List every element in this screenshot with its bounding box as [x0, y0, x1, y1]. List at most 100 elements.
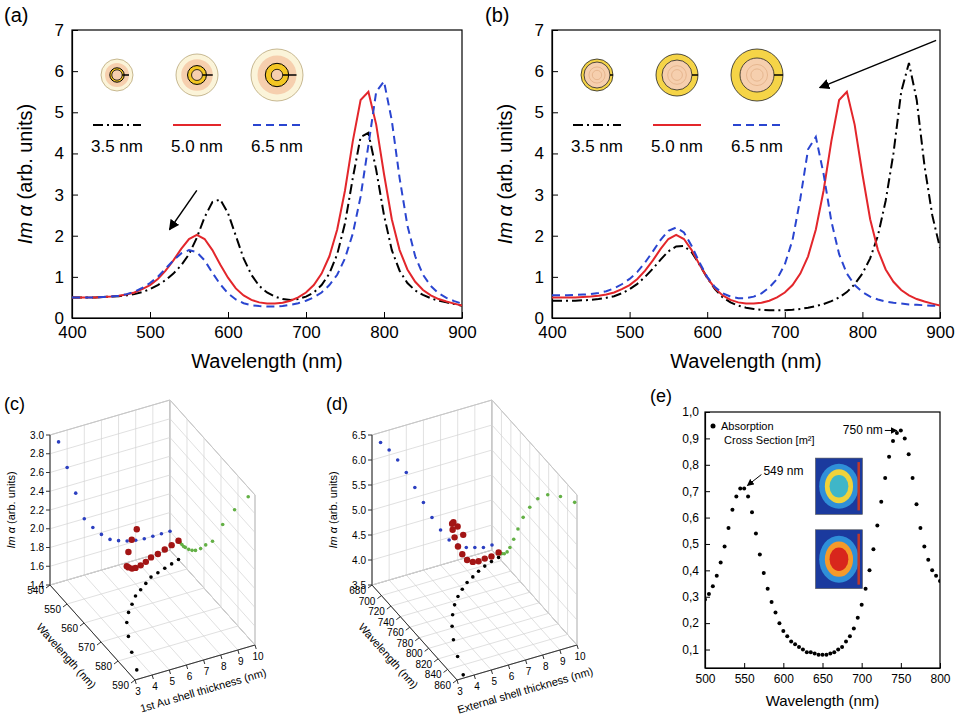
tick-mark [46, 491, 50, 492]
tick-label: 840 [425, 669, 442, 680]
thickness-projection [464, 546, 468, 550]
grid-line [170, 475, 255, 570]
tick: 900 [448, 312, 476, 342]
point [766, 587, 770, 591]
wavelength-projection [204, 543, 208, 547]
legend-swatch [711, 424, 716, 429]
tick-mark [368, 535, 372, 536]
point [719, 560, 723, 564]
tick: 6 [535, 62, 558, 81]
grid-line [410, 592, 530, 627]
tick-label: 4.0 [352, 555, 366, 566]
point-3d [143, 559, 149, 565]
thickness-projection [91, 526, 95, 530]
annotation: 750 nm [843, 423, 897, 437]
x-axis-title: Wavelength (nm) [670, 350, 822, 372]
point [915, 502, 919, 506]
point-3d [488, 553, 494, 559]
point [899, 428, 903, 432]
grid-line [170, 400, 255, 495]
tick-label: 800 [930, 672, 950, 686]
tick-mark [72, 153, 78, 154]
point [793, 642, 797, 646]
tick-label: 900 [448, 323, 476, 342]
tick-mark [705, 438, 710, 439]
tick-mark [72, 236, 78, 237]
tick-label: 0,1 [682, 643, 699, 657]
point [918, 526, 922, 530]
tick-label: 650 [813, 672, 833, 686]
floor-projection [144, 582, 148, 586]
point-3d [125, 549, 131, 555]
tick: 600 [774, 663, 794, 686]
tick: 500 [616, 312, 644, 342]
tick-label: 5 [170, 676, 176, 687]
point [789, 640, 793, 644]
tick-label: 3 [535, 186, 544, 205]
point-3d [470, 559, 476, 565]
floor-projection [460, 587, 464, 591]
floor-projection [490, 560, 494, 564]
point [871, 547, 875, 551]
floor-projection [139, 588, 143, 592]
legend-label: 6.5 nm [251, 137, 303, 156]
point [785, 634, 789, 638]
tick: 4 [535, 144, 558, 163]
grid-line [372, 400, 492, 435]
tick: 1 [55, 268, 78, 287]
y-axis: 01234567 [535, 21, 558, 328]
point [758, 553, 762, 557]
tick-label: 780 [397, 638, 414, 649]
tick-label: 560 [61, 623, 78, 634]
tick-mark [72, 30, 78, 31]
tick-mark [862, 312, 863, 318]
tick-label: 1 [55, 268, 64, 287]
point [868, 568, 872, 572]
inset-image [815, 530, 862, 589]
point [824, 653, 828, 657]
legend-diagram [581, 59, 613, 91]
panel-label: (d) [326, 394, 348, 414]
point [711, 584, 715, 588]
legend-diagram [251, 49, 303, 101]
thickness-projection [447, 538, 451, 542]
legend-swatch [173, 124, 221, 126]
grid-line [50, 531, 170, 566]
x-axis-title: Wavelength (nm) [191, 350, 343, 372]
floor-projection [177, 558, 181, 562]
tick-mark [384, 312, 385, 318]
tick-mark [255, 645, 256, 649]
tick-label: 6.5 [352, 430, 366, 441]
floor-projection [135, 668, 139, 672]
point-3d [148, 554, 154, 560]
wall [492, 400, 577, 645]
thickness-projection [379, 441, 383, 445]
tick-label: 0,6 [682, 511, 699, 525]
wavelength-projection [190, 549, 194, 553]
annotation-label: 549 nm [763, 464, 803, 478]
tick-label: 2 [55, 227, 64, 246]
point [738, 487, 742, 491]
tick-mark [823, 663, 824, 668]
annotation-arrow [747, 475, 761, 486]
grid-line [400, 582, 520, 617]
legend-label: 3.5 nm [571, 137, 623, 156]
tick: 700 [852, 663, 872, 686]
walls [372, 400, 577, 680]
panel: 40050060070080090001234567Wavelength (nm… [14, 21, 476, 372]
tick-label: 820 [415, 659, 432, 670]
tick-mark [552, 30, 558, 31]
tick-label: 0,9 [682, 432, 699, 446]
grid-line [170, 494, 255, 589]
point [770, 600, 774, 604]
point-3d [460, 532, 466, 538]
tick-mark [705, 623, 710, 624]
point [883, 476, 887, 480]
tick: 7 [535, 21, 558, 40]
point [879, 500, 883, 504]
tick-mark [415, 638, 419, 641]
tick-mark [526, 660, 527, 664]
series-group [379, 441, 577, 677]
thickness-projection [151, 534, 155, 538]
tick-mark [46, 472, 50, 473]
